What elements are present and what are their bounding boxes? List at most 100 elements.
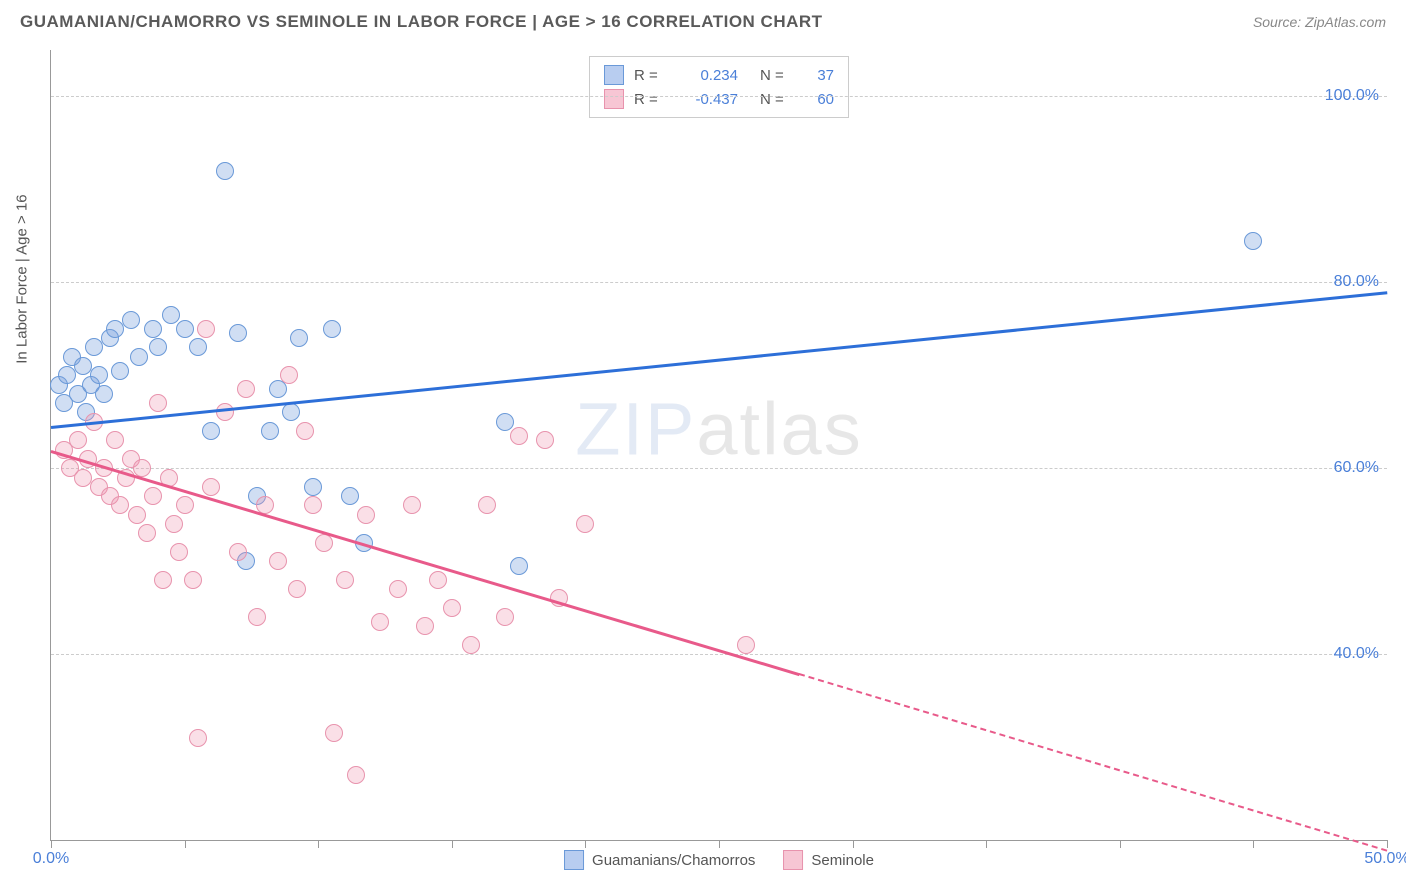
x-tick: [452, 840, 453, 848]
scatter-point: [304, 496, 322, 514]
trend-line: [51, 450, 800, 675]
watermark: ZIPatlas: [575, 387, 862, 472]
scatter-point: [197, 320, 215, 338]
scatter-point: [106, 431, 124, 449]
scatter-point: [269, 552, 287, 570]
legend-row-series1: R = 0.234 N = 37: [604, 63, 834, 87]
scatter-point: [478, 496, 496, 514]
x-tick: [185, 840, 186, 848]
x-tick: [1120, 840, 1121, 848]
scatter-point: [95, 385, 113, 403]
scatter-point: [429, 571, 447, 589]
scatter-point: [357, 506, 375, 524]
scatter-point: [202, 478, 220, 496]
swatch-series2: [604, 89, 624, 109]
x-tick-label: 50.0%: [1364, 850, 1406, 868]
correlation-legend: R = 0.234 N = 37 R = -0.437 N = 60: [589, 56, 849, 118]
x-tick: [585, 840, 586, 848]
scatter-point: [325, 724, 343, 742]
legend-item-series1: Guamanians/Chamorros: [564, 850, 755, 870]
scatter-point: [371, 613, 389, 631]
scatter-point: [416, 617, 434, 635]
y-axis-title: In Labor Force | Age > 16: [14, 194, 31, 363]
legend-row-series2: R = -0.437 N = 60: [604, 87, 834, 111]
swatch-series1: [604, 65, 624, 85]
scatter-point: [336, 571, 354, 589]
scatter-point: [248, 608, 266, 626]
scatter-point: [280, 366, 298, 384]
gridline: [51, 282, 1387, 283]
x-tick: [318, 840, 319, 848]
swatch-series2-icon: [783, 850, 803, 870]
scatter-point: [229, 543, 247, 561]
legend-item-series2: Seminole: [783, 850, 874, 870]
scatter-point: [189, 729, 207, 747]
scatter-point: [202, 422, 220, 440]
scatter-point: [282, 403, 300, 421]
x-tick: [51, 840, 52, 848]
scatter-point: [144, 320, 162, 338]
y-tick-label: 60.0%: [1334, 459, 1379, 477]
scatter-point: [176, 320, 194, 338]
x-tick-label: 0.0%: [33, 850, 69, 868]
trend-line-extrapolated: [799, 673, 1387, 852]
scatter-point: [1244, 232, 1262, 250]
scatter-point: [341, 487, 359, 505]
scatter-point: [128, 506, 146, 524]
scatter-point: [154, 571, 172, 589]
x-tick: [986, 840, 987, 848]
scatter-point: [510, 427, 528, 445]
x-tick: [1387, 840, 1388, 848]
scatter-point: [737, 636, 755, 654]
scatter-point: [149, 394, 167, 412]
scatter-point: [85, 338, 103, 356]
scatter-point: [229, 324, 247, 342]
scatter-point: [149, 338, 167, 356]
scatter-point: [403, 496, 421, 514]
y-tick-label: 100.0%: [1325, 87, 1379, 105]
scatter-point: [261, 422, 279, 440]
scatter-point: [144, 487, 162, 505]
scatter-point: [69, 431, 87, 449]
scatter-point: [170, 543, 188, 561]
scatter-point: [106, 320, 124, 338]
gridline: [51, 96, 1387, 97]
scatter-point: [290, 329, 308, 347]
scatter-point: [138, 524, 156, 542]
x-tick: [853, 840, 854, 848]
scatter-point: [122, 311, 140, 329]
scatter-point: [496, 413, 514, 431]
scatter-point: [510, 557, 528, 575]
scatter-point: [389, 580, 407, 598]
swatch-series1-icon: [564, 850, 584, 870]
scatter-point: [90, 366, 108, 384]
gridline: [51, 468, 1387, 469]
trend-line: [51, 292, 1387, 429]
scatter-point: [165, 515, 183, 533]
scatter-point: [536, 431, 554, 449]
scatter-point: [111, 362, 129, 380]
scatter-point: [323, 320, 341, 338]
scatter-point: [130, 348, 148, 366]
chart-title: GUAMANIAN/CHAMORRO VS SEMINOLE IN LABOR …: [20, 12, 823, 32]
scatter-point: [576, 515, 594, 533]
scatter-point: [443, 599, 461, 617]
source-attribution: Source: ZipAtlas.com: [1253, 14, 1386, 30]
scatter-point: [58, 366, 76, 384]
series-legend: Guamanians/Chamorros Seminole: [564, 850, 874, 870]
scatter-point: [496, 608, 514, 626]
scatter-point: [216, 403, 234, 421]
scatter-point: [462, 636, 480, 654]
scatter-point: [176, 496, 194, 514]
y-tick-label: 40.0%: [1334, 645, 1379, 663]
gridline: [51, 654, 1387, 655]
scatter-point: [216, 162, 234, 180]
scatter-point: [237, 380, 255, 398]
scatter-point: [288, 580, 306, 598]
scatter-point: [189, 338, 207, 356]
scatter-point: [347, 766, 365, 784]
scatter-plot-area: ZIPatlas R = 0.234 N = 37 R = -0.437 N =…: [50, 50, 1387, 841]
x-tick: [1253, 840, 1254, 848]
y-tick-label: 80.0%: [1334, 273, 1379, 291]
scatter-point: [304, 478, 322, 496]
